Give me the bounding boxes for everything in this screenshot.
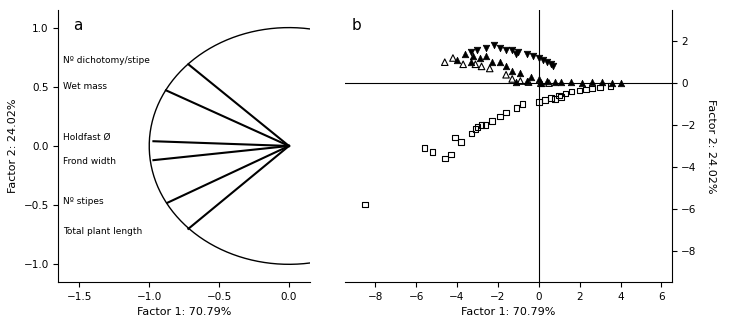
Point <box>500 47 512 52</box>
Text: Holdfast Ø: Holdfast Ø <box>63 133 110 142</box>
Point <box>507 47 518 52</box>
Point <box>426 150 438 155</box>
X-axis label: Factor 1: 70.79%: Factor 1: 70.79% <box>137 307 231 318</box>
Point <box>510 51 522 56</box>
Text: Frond width: Frond width <box>63 157 115 166</box>
Text: Wet mass: Wet mass <box>63 82 107 91</box>
Point <box>549 79 561 85</box>
Point <box>604 84 616 89</box>
Text: Nº stipes: Nº stipes <box>63 197 103 206</box>
Point <box>525 74 537 79</box>
Point <box>480 45 491 50</box>
Point <box>486 60 498 65</box>
Point <box>545 62 557 67</box>
Point <box>500 64 512 69</box>
Point <box>580 87 591 92</box>
Point <box>520 51 532 56</box>
Point <box>474 55 485 61</box>
Point <box>566 79 577 85</box>
Point <box>515 70 526 75</box>
Point <box>527 53 539 58</box>
Point <box>480 122 491 128</box>
Point <box>541 60 553 65</box>
Point <box>500 72 512 77</box>
Point <box>596 79 608 85</box>
Point <box>548 64 559 69</box>
Point <box>447 55 458 61</box>
Y-axis label: Factor 2: 24.02%: Factor 2: 24.02% <box>706 99 716 193</box>
Point <box>476 122 488 128</box>
Point <box>512 49 524 54</box>
Point <box>615 80 626 86</box>
Point <box>472 47 483 52</box>
Point <box>486 118 498 123</box>
Text: Nº dichotomy/stipe: Nº dichotomy/stipe <box>63 56 150 65</box>
Point <box>466 60 477 65</box>
Point <box>533 76 545 82</box>
Point <box>545 95 557 100</box>
Text: b: b <box>351 18 361 33</box>
Point <box>418 145 430 151</box>
Point <box>445 152 457 157</box>
Point <box>484 66 496 71</box>
Point <box>439 156 450 161</box>
Point <box>494 114 506 119</box>
Point <box>459 51 471 56</box>
Point <box>515 78 526 84</box>
Point <box>467 53 479 58</box>
X-axis label: Factor 1: 70.79%: Factor 1: 70.79% <box>461 307 556 318</box>
Point <box>533 99 545 105</box>
Point <box>500 110 512 115</box>
Point <box>451 57 463 63</box>
Point <box>507 68 518 73</box>
Point <box>553 93 565 98</box>
Y-axis label: Factor 2: 24.02%: Factor 2: 24.02% <box>8 99 18 193</box>
Point <box>543 80 555 86</box>
Point <box>494 60 506 65</box>
Point <box>517 101 529 107</box>
Point <box>457 62 469 67</box>
Point <box>556 94 567 99</box>
Point <box>507 76 518 82</box>
Point <box>449 135 461 140</box>
Point <box>535 80 547 86</box>
Point <box>574 88 585 93</box>
Point <box>549 96 561 101</box>
Point <box>520 78 532 84</box>
Point <box>539 97 550 103</box>
Point <box>523 79 534 85</box>
Point <box>469 127 481 132</box>
Point <box>466 131 477 136</box>
Point <box>533 55 545 61</box>
Point <box>541 78 553 84</box>
Point <box>566 89 577 94</box>
Point <box>359 202 371 207</box>
Text: Total plant length: Total plant length <box>63 227 142 236</box>
Point <box>456 139 467 144</box>
Point <box>559 91 571 96</box>
Point <box>510 79 522 85</box>
Point <box>586 86 598 91</box>
Point <box>476 64 488 69</box>
Point <box>556 79 567 85</box>
Point <box>480 53 491 58</box>
Point <box>586 79 598 85</box>
Point <box>466 49 477 54</box>
Point <box>510 106 522 111</box>
Point <box>488 43 499 48</box>
Point <box>469 62 481 67</box>
Point <box>594 85 606 90</box>
Point <box>439 60 450 65</box>
Point <box>576 80 588 86</box>
Text: a: a <box>74 18 83 33</box>
Point <box>537 57 549 63</box>
Point <box>472 125 483 130</box>
Point <box>535 80 547 86</box>
Point <box>607 80 618 86</box>
Point <box>494 45 506 50</box>
